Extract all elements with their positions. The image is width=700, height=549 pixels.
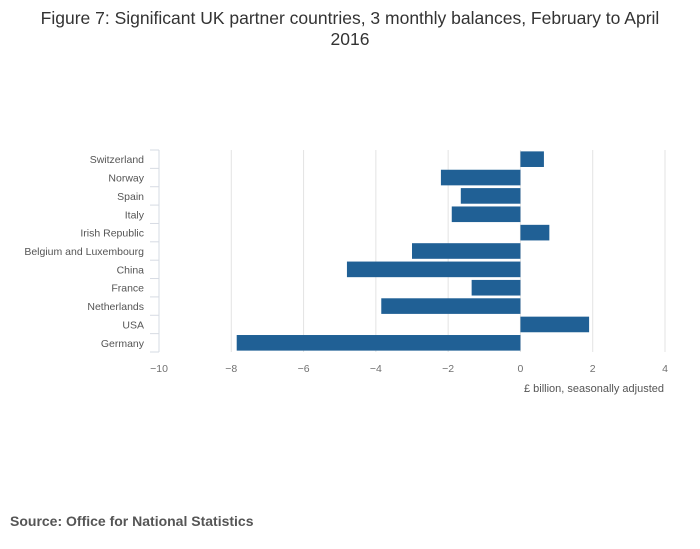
bar-germany[interactable] — [236, 335, 521, 351]
category-label: Netherlands — [87, 301, 144, 313]
category-label: Norway — [108, 173, 144, 185]
bar-norway[interactable] — [440, 169, 521, 186]
category-label: Switzerland — [90, 154, 144, 166]
category-label: France — [111, 283, 144, 295]
bar-belgium-and-luxembourg[interactable] — [412, 243, 521, 259]
bar-spain[interactable] — [460, 188, 521, 204]
chart-title: Figure 7: Significant UK partner countri… — [40, 8, 660, 49]
category-label: Germany — [101, 338, 145, 350]
x-tick-label: 2 — [590, 363, 596, 375]
bar-france[interactable] — [471, 279, 521, 296]
category-label: Belgium and Luxembourg — [24, 246, 144, 258]
category-label: Irish Republic — [80, 228, 144, 240]
category-label: Italy — [125, 209, 145, 221]
bar-irish-republic[interactable] — [520, 224, 550, 241]
category-label: USA — [122, 319, 144, 331]
bar-china[interactable] — [346, 261, 521, 278]
x-tick-label: −8 — [225, 363, 237, 375]
source-note: Source: Office for National Statistics — [10, 513, 254, 529]
x-tick-label: −2 — [442, 363, 454, 375]
category-label: Spain — [117, 191, 144, 203]
axis-layer — [150, 149, 160, 353]
bar-switzerland[interactable] — [520, 151, 544, 167]
category-label: China — [117, 264, 145, 276]
x-tick-label: 4 — [662, 363, 668, 375]
x-tick-label: −6 — [298, 363, 310, 375]
grid-layer — [230, 150, 666, 352]
label-layer: −10 −8 −6 −4 −2 0 2 4 Switzerland Norway Spain Ital… — [24, 154, 668, 375]
bar-layer — [236, 151, 590, 351]
x-tick-label: 0 — [518, 363, 524, 375]
bar-italy[interactable] — [451, 206, 521, 223]
x-axis-title: £ billion, seasonally adjusted — [524, 383, 664, 395]
x-tick-label: −10 — [150, 363, 168, 375]
bar-netherlands[interactable] — [381, 298, 521, 314]
bar-usa[interactable] — [520, 316, 590, 333]
x-tick-label: −4 — [370, 363, 382, 375]
